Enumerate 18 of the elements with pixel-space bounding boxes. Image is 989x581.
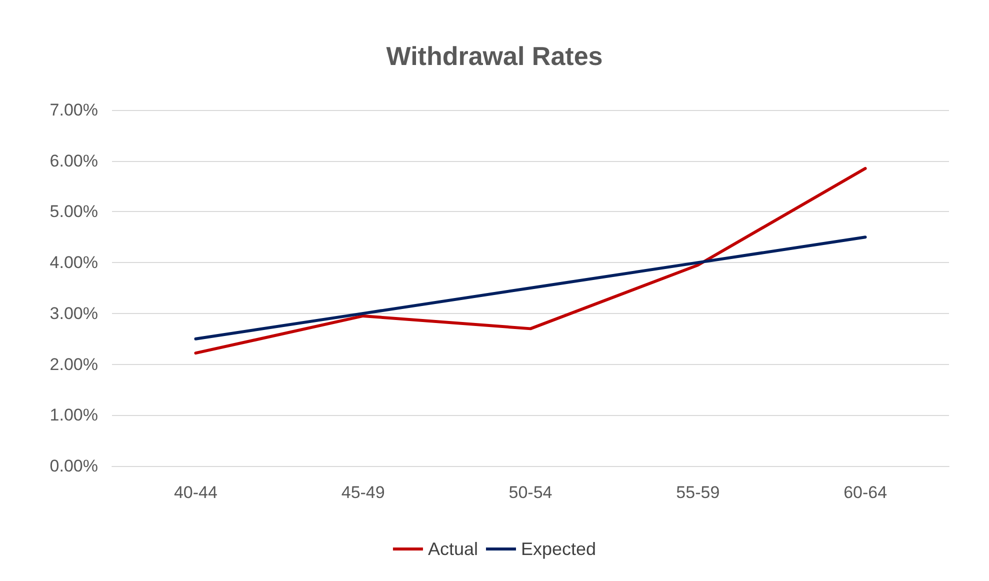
legend-label: Expected: [520, 539, 596, 559]
y-tick-label: 1.00%: [50, 406, 98, 425]
x-tick-label: 40-44: [174, 483, 218, 502]
x-tick-label: 50-54: [508, 483, 552, 502]
y-tick-label: 3.00%: [50, 304, 98, 323]
y-tick-label: 2.00%: [50, 354, 98, 374]
y-tick-label: 7.00%: [50, 100, 98, 120]
x-tick-label: 55-59: [676, 483, 720, 502]
y-tick-label: 0.00%: [50, 456, 98, 476]
y-tick-label: 6.00%: [50, 151, 98, 170]
x-tick-label: 45-49: [341, 483, 385, 502]
y-tick-label: 4.00%: [50, 253, 98, 272]
chart-title: Withdrawal Rates: [386, 41, 603, 71]
x-tick-label: 60-64: [844, 483, 888, 502]
legend-label: Actual: [428, 539, 478, 559]
line-series: [194, 166, 867, 355]
y-tick-label: 5.00%: [50, 202, 98, 222]
line-series: [194, 236, 867, 340]
